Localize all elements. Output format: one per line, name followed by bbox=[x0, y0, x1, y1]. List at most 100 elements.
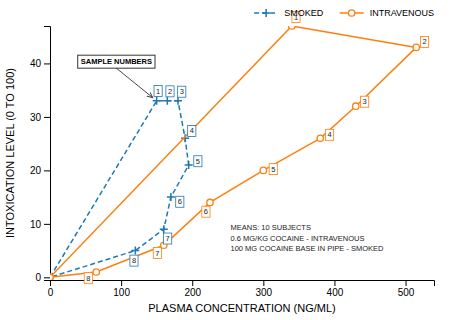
annotation-line: 100 MG COCAINE BASE IN PIPE - SMOKED bbox=[230, 244, 384, 253]
point-label-box bbox=[178, 86, 186, 97]
point-label-box bbox=[154, 86, 162, 97]
series-marker bbox=[93, 269, 99, 275]
x-tick-mark bbox=[121, 280, 122, 286]
y-axis: 0 10 20 30 40 bbox=[30, 27, 51, 284]
sample-numbers-text: SAMPLE NUMBERS bbox=[81, 57, 152, 66]
point-label-box bbox=[194, 156, 202, 167]
point-label-text: 8 bbox=[132, 256, 136, 265]
point-label-box bbox=[420, 36, 428, 47]
annotation-line: 0.6 MG/KG COCAINE - INTRAVENOUS bbox=[230, 234, 364, 243]
series-marker bbox=[50, 274, 53, 280]
point-label-text: 4 bbox=[190, 126, 194, 135]
point-label: 6 bbox=[202, 206, 210, 217]
point-label-box bbox=[202, 206, 210, 217]
legend-label: SMOKED bbox=[284, 8, 324, 18]
y-tick: 10 bbox=[30, 219, 50, 230]
annotation-line: MEANS: 10 SUBJECTS bbox=[230, 223, 310, 232]
y-tick: 30 bbox=[30, 112, 50, 123]
point-label-text: 4 bbox=[327, 130, 331, 139]
y-axis-line bbox=[44, 27, 51, 281]
x-tick: 200 bbox=[184, 280, 201, 298]
point-label: 4 bbox=[325, 129, 333, 140]
legend-entry: INTRAVENOUS bbox=[340, 8, 434, 18]
series-marker bbox=[153, 97, 161, 105]
point-label: 8 bbox=[130, 255, 138, 266]
legend: INTRAVENOUS SMOKED bbox=[254, 8, 434, 18]
y-tick-mark bbox=[44, 170, 50, 171]
x-tick-label: 0 bbox=[48, 287, 54, 298]
x-axis-line bbox=[51, 281, 435, 287]
x-tick-label: 100 bbox=[113, 287, 130, 298]
point-label-text: 2 bbox=[422, 37, 426, 46]
series-marker bbox=[185, 161, 193, 169]
sample-numbers-box bbox=[78, 55, 155, 68]
x-tick-label: 400 bbox=[327, 287, 344, 298]
y-tick-label: 0 bbox=[35, 272, 41, 283]
point-label-box bbox=[361, 96, 369, 107]
y-tick: 20 bbox=[30, 165, 50, 176]
point-label: 5 bbox=[194, 156, 202, 167]
x-tick-mark bbox=[406, 280, 407, 286]
y-tick: 0 bbox=[35, 272, 50, 283]
point-label: 6 bbox=[176, 196, 184, 207]
y-tick-label: 10 bbox=[30, 219, 42, 230]
y-axis-title: INTOXICATION LEVEL (0 TO 100) bbox=[4, 68, 16, 238]
series-marker bbox=[50, 274, 53, 280]
annotation: MEANS: 10 SUBJECTS 0.6 MG/KG COCAINE - IN… bbox=[230, 223, 384, 253]
y-tick-label: 30 bbox=[30, 112, 42, 123]
point-label-box bbox=[269, 164, 277, 175]
point-label-text: 3 bbox=[180, 87, 184, 96]
point-label-box bbox=[176, 196, 184, 207]
series-marker bbox=[207, 199, 213, 205]
series-marker bbox=[317, 135, 323, 141]
x-axis: 0100200300400500 bbox=[48, 280, 435, 298]
point-label-box bbox=[166, 86, 174, 97]
point-labels: 1234567812345678 bbox=[84, 12, 428, 284]
x-tick-mark bbox=[192, 280, 193, 286]
point-label-text: 8 bbox=[86, 274, 90, 283]
y-tick-mark bbox=[44, 117, 50, 118]
point-label-text: 6 bbox=[178, 197, 182, 206]
point-label: 2 bbox=[166, 86, 174, 97]
series-marker bbox=[131, 247, 139, 255]
y-tick: 40 bbox=[30, 58, 50, 69]
point-label-box bbox=[153, 248, 161, 259]
y-tick-label: 20 bbox=[30, 165, 42, 176]
point-label-text: 3 bbox=[363, 97, 367, 106]
legend-marker bbox=[262, 9, 270, 17]
x-tick: 100 bbox=[113, 280, 130, 298]
plot: 0100200300400500010203040123456781234567… bbox=[30, 12, 435, 299]
point-label: 7 bbox=[164, 233, 172, 244]
point-label-box bbox=[130, 255, 138, 266]
point-label-box bbox=[325, 129, 333, 140]
x-tick: 0 bbox=[48, 280, 54, 298]
point-label-text: 7 bbox=[166, 234, 170, 243]
point-label: 8 bbox=[84, 273, 92, 284]
series-marker bbox=[174, 97, 182, 105]
series-marker bbox=[289, 26, 295, 29]
series-line bbox=[50, 26, 416, 277]
legend-marker bbox=[348, 10, 354, 16]
series-marker bbox=[260, 167, 266, 173]
y-tick-mark bbox=[44, 277, 50, 278]
point-label-text: 5 bbox=[271, 165, 275, 174]
point-label: 2 bbox=[420, 36, 428, 47]
legend-entry: SMOKED bbox=[254, 8, 324, 18]
point-label: 7 bbox=[153, 248, 161, 259]
point-label: 3 bbox=[361, 96, 369, 107]
y-tick-label: 40 bbox=[30, 58, 42, 69]
point-label-box bbox=[164, 233, 172, 244]
x-tick-mark bbox=[263, 280, 264, 286]
point-label: 1 bbox=[154, 86, 162, 97]
series-marker bbox=[163, 97, 171, 105]
series-marker bbox=[167, 193, 175, 201]
series-marker bbox=[353, 103, 359, 109]
point-label-text: 6 bbox=[204, 207, 208, 216]
marks bbox=[50, 26, 419, 280]
point-label-text: 7 bbox=[155, 249, 159, 258]
chart: 0100200300400500010203040123456781234567… bbox=[0, 0, 450, 320]
x-tick: 400 bbox=[327, 280, 344, 298]
point-label-text: 2 bbox=[168, 87, 172, 96]
point-label: 4 bbox=[188, 125, 196, 136]
point-label: 5 bbox=[269, 164, 277, 175]
